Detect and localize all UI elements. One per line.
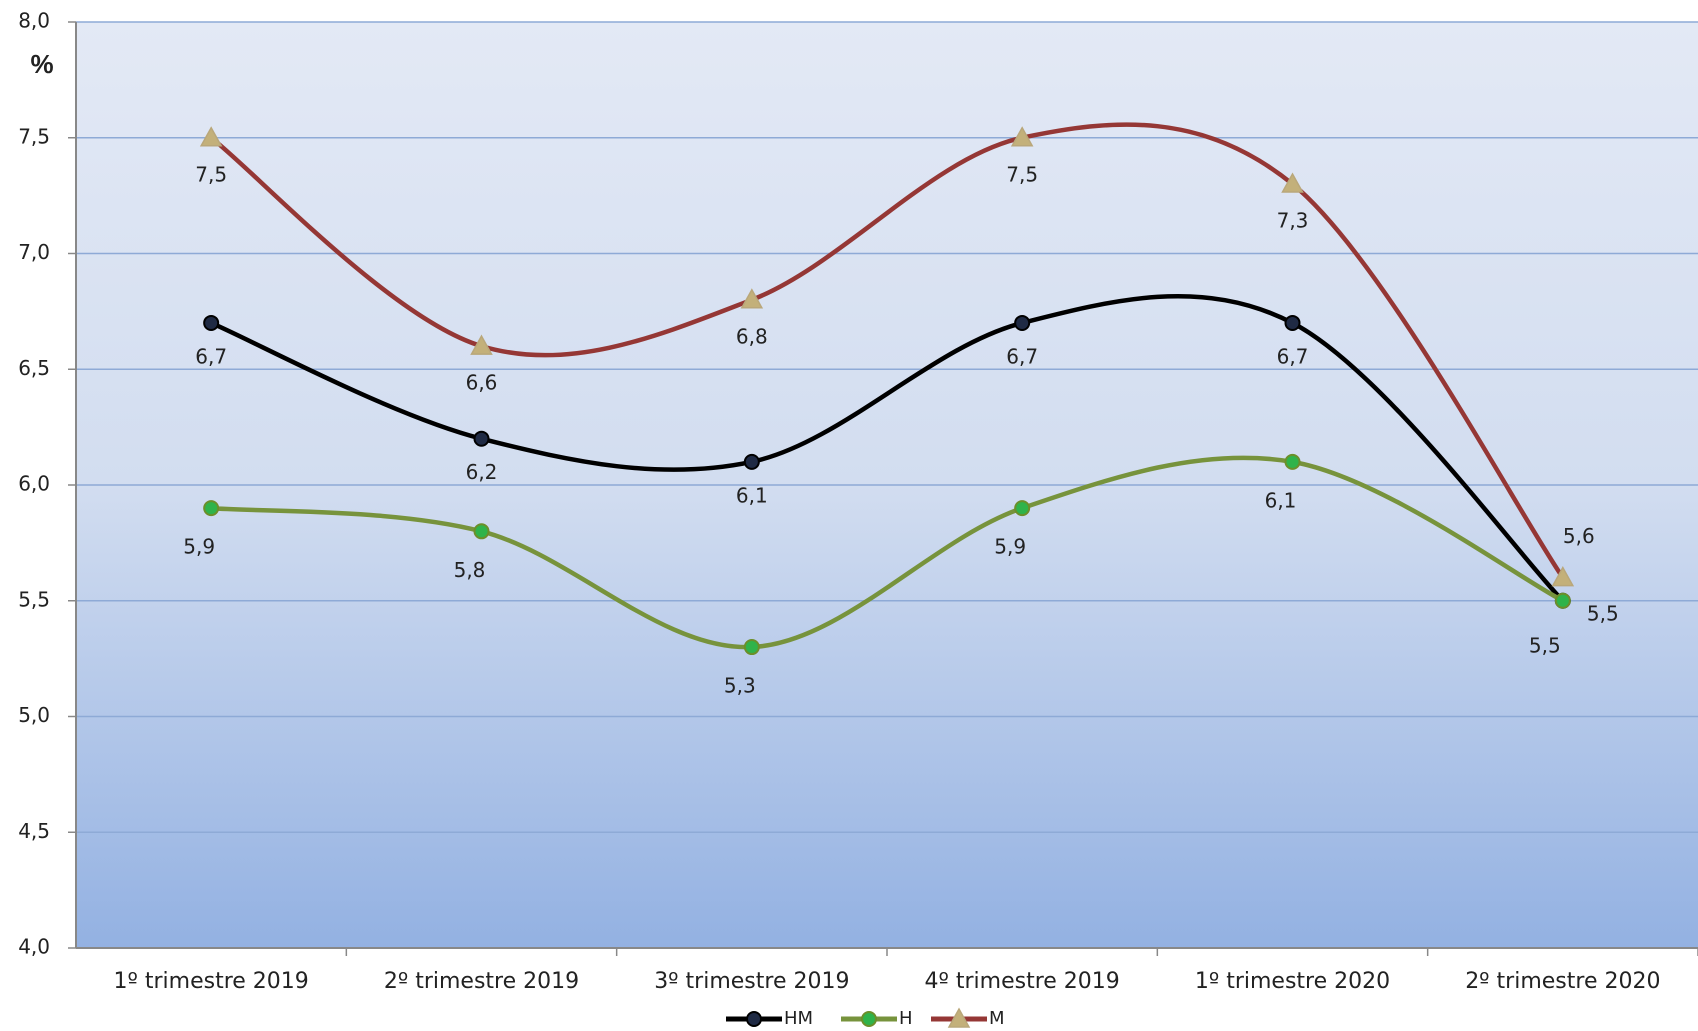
x-tick-label: 1º trimestre 2020 (1195, 969, 1390, 994)
y-tick-label: 7,0 (18, 240, 50, 264)
marker (1010, 126, 1034, 147)
marker (1014, 500, 1031, 517)
marker (743, 453, 760, 470)
y-tick-label: 5,5 (18, 587, 50, 611)
y-tick-label: 6,0 (18, 472, 50, 496)
marker (740, 288, 764, 309)
data-label: 7,3 (1277, 209, 1309, 233)
x-tick-label: 3º trimestre 2019 (654, 969, 849, 994)
data-label: 5,5 (1529, 633, 1561, 657)
line (210, 455, 1564, 650)
marker (1281, 172, 1304, 193)
data-label: 5,5 (1587, 601, 1619, 625)
marker (199, 126, 223, 147)
legend-marker (861, 1011, 877, 1027)
legend-label: H (899, 1008, 913, 1029)
data-label: 5,8 (454, 558, 486, 582)
y-axis-label: % (30, 49, 53, 79)
data-label: 6,1 (1265, 488, 1297, 512)
legend-marker (947, 1007, 971, 1028)
marker (1284, 453, 1301, 470)
data-label: 6,8 (736, 324, 768, 348)
y-tick-label: 5,0 (18, 703, 50, 727)
data-label: 6,2 (466, 460, 498, 484)
legend-label: HM (784, 1008, 813, 1029)
x-tick-label: 2º trimestre 2019 (384, 969, 579, 994)
data-label: 6,7 (1006, 344, 1038, 368)
marker (470, 334, 493, 355)
line (210, 293, 1565, 603)
y-tick-label: 6,5 (18, 356, 50, 380)
x-tick-label: 4º trimestre 2019 (925, 969, 1120, 994)
data-label: 7,5 (195, 162, 227, 186)
marker (203, 500, 220, 517)
y-tick-label: 7,5 (18, 124, 50, 148)
data-label: 5,6 (1563, 524, 1595, 548)
y-tick-label: 4,5 (18, 819, 50, 843)
marker (473, 430, 490, 447)
legend-marker (746, 1011, 762, 1027)
line (209, 122, 1565, 579)
data-label: 6,1 (736, 483, 768, 507)
marker (1014, 314, 1031, 331)
data-label: 6,6 (466, 371, 498, 395)
x-tick-label: 2º trimestre 2020 (1465, 969, 1660, 994)
marker (743, 639, 760, 656)
data-label: 5,3 (724, 674, 756, 698)
marker (1551, 566, 1575, 587)
data-label: 5,9 (183, 535, 215, 559)
marker (203, 314, 220, 331)
marker (1554, 592, 1571, 609)
legend-label: M (989, 1008, 1005, 1029)
data-label: 5,9 (994, 535, 1026, 559)
data-label: 6,7 (195, 344, 227, 368)
y-tick-label: 4,0 (18, 935, 50, 959)
marker (1284, 314, 1301, 331)
data-label: 6,7 (1277, 344, 1309, 368)
y-tick-label: 8,0 (18, 9, 50, 33)
data-label: 7,5 (1006, 162, 1038, 186)
x-tick-label: 1º trimestre 2019 (114, 969, 309, 994)
marker (473, 523, 490, 540)
